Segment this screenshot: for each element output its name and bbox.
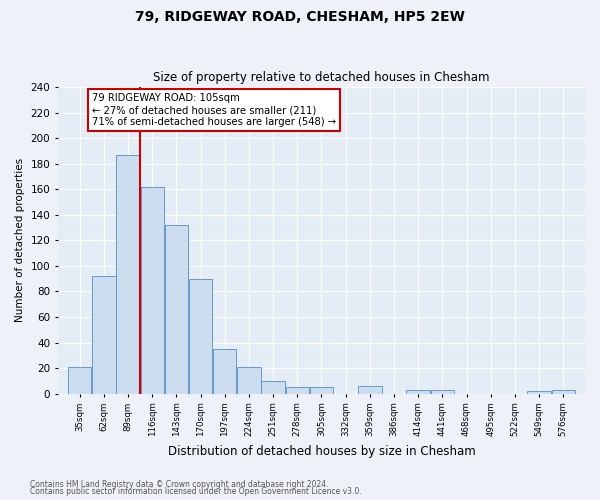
Bar xyxy=(358,386,382,394)
X-axis label: Distribution of detached houses by size in Chesham: Distribution of detached houses by size … xyxy=(167,444,475,458)
Bar xyxy=(262,381,285,394)
Bar xyxy=(286,388,309,394)
Text: Contains HM Land Registry data © Crown copyright and database right 2024.: Contains HM Land Registry data © Crown c… xyxy=(30,480,329,489)
Bar xyxy=(406,390,430,394)
Bar xyxy=(68,367,91,394)
Bar xyxy=(164,225,188,394)
Bar xyxy=(310,388,333,394)
Text: Contains public sector information licensed under the Open Government Licence v3: Contains public sector information licen… xyxy=(30,487,362,496)
Bar xyxy=(431,390,454,394)
Title: Size of property relative to detached houses in Chesham: Size of property relative to detached ho… xyxy=(153,72,490,85)
Bar xyxy=(189,278,212,394)
Bar xyxy=(116,155,140,394)
Bar xyxy=(237,367,260,394)
Y-axis label: Number of detached properties: Number of detached properties xyxy=(15,158,25,322)
Text: 79 RIDGEWAY ROAD: 105sqm
← 27% of detached houses are smaller (211)
71% of semi-: 79 RIDGEWAY ROAD: 105sqm ← 27% of detach… xyxy=(92,94,336,126)
Bar xyxy=(140,186,164,394)
Text: 79, RIDGEWAY ROAD, CHESHAM, HP5 2EW: 79, RIDGEWAY ROAD, CHESHAM, HP5 2EW xyxy=(135,10,465,24)
Bar xyxy=(213,349,236,394)
Bar xyxy=(527,391,551,394)
Bar xyxy=(551,390,575,394)
Bar xyxy=(92,276,116,394)
